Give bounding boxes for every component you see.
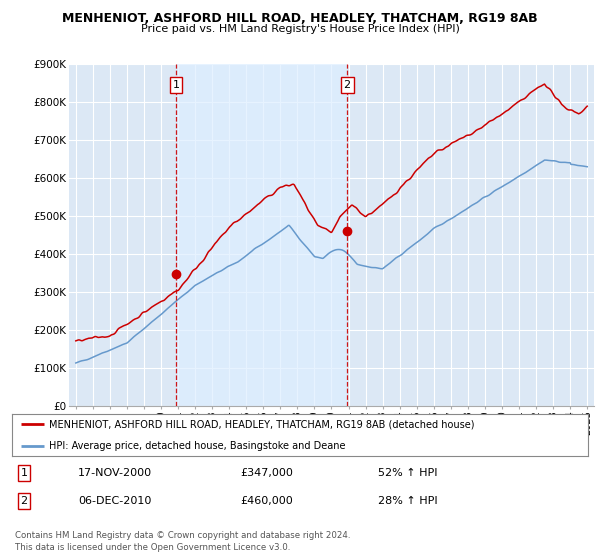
Text: This data is licensed under the Open Government Licence v3.0.: This data is licensed under the Open Gov… [15, 543, 290, 552]
Text: 2: 2 [344, 80, 351, 90]
Text: 1: 1 [20, 468, 28, 478]
Bar [176, 64, 347, 406]
Text: 06-DEC-2010: 06-DEC-2010 [78, 496, 151, 506]
Text: 28% ↑ HPI: 28% ↑ HPI [378, 496, 437, 506]
Text: MENHENIOT, ASHFORD HILL ROAD, HEADLEY, THATCHAM, RG19 8AB: MENHENIOT, ASHFORD HILL ROAD, HEADLEY, T… [62, 12, 538, 25]
Text: MENHENIOT, ASHFORD HILL ROAD, HEADLEY, THATCHAM, RG19 8AB (detached house): MENHENIOT, ASHFORD HILL ROAD, HEADLEY, T… [49, 419, 475, 429]
Text: Contains HM Land Registry data © Crown copyright and database right 2024.: Contains HM Land Registry data © Crown c… [15, 531, 350, 540]
Text: 2: 2 [20, 496, 28, 506]
Text: £347,000: £347,000 [240, 468, 293, 478]
Text: Price paid vs. HM Land Registry's House Price Index (HPI): Price paid vs. HM Land Registry's House … [140, 24, 460, 34]
Text: 17-NOV-2000: 17-NOV-2000 [78, 468, 152, 478]
Text: £460,000: £460,000 [240, 496, 293, 506]
Text: 52% ↑ HPI: 52% ↑ HPI [378, 468, 437, 478]
Text: 1: 1 [173, 80, 179, 90]
Text: HPI: Average price, detached house, Basingstoke and Deane: HPI: Average price, detached house, Basi… [49, 441, 346, 451]
